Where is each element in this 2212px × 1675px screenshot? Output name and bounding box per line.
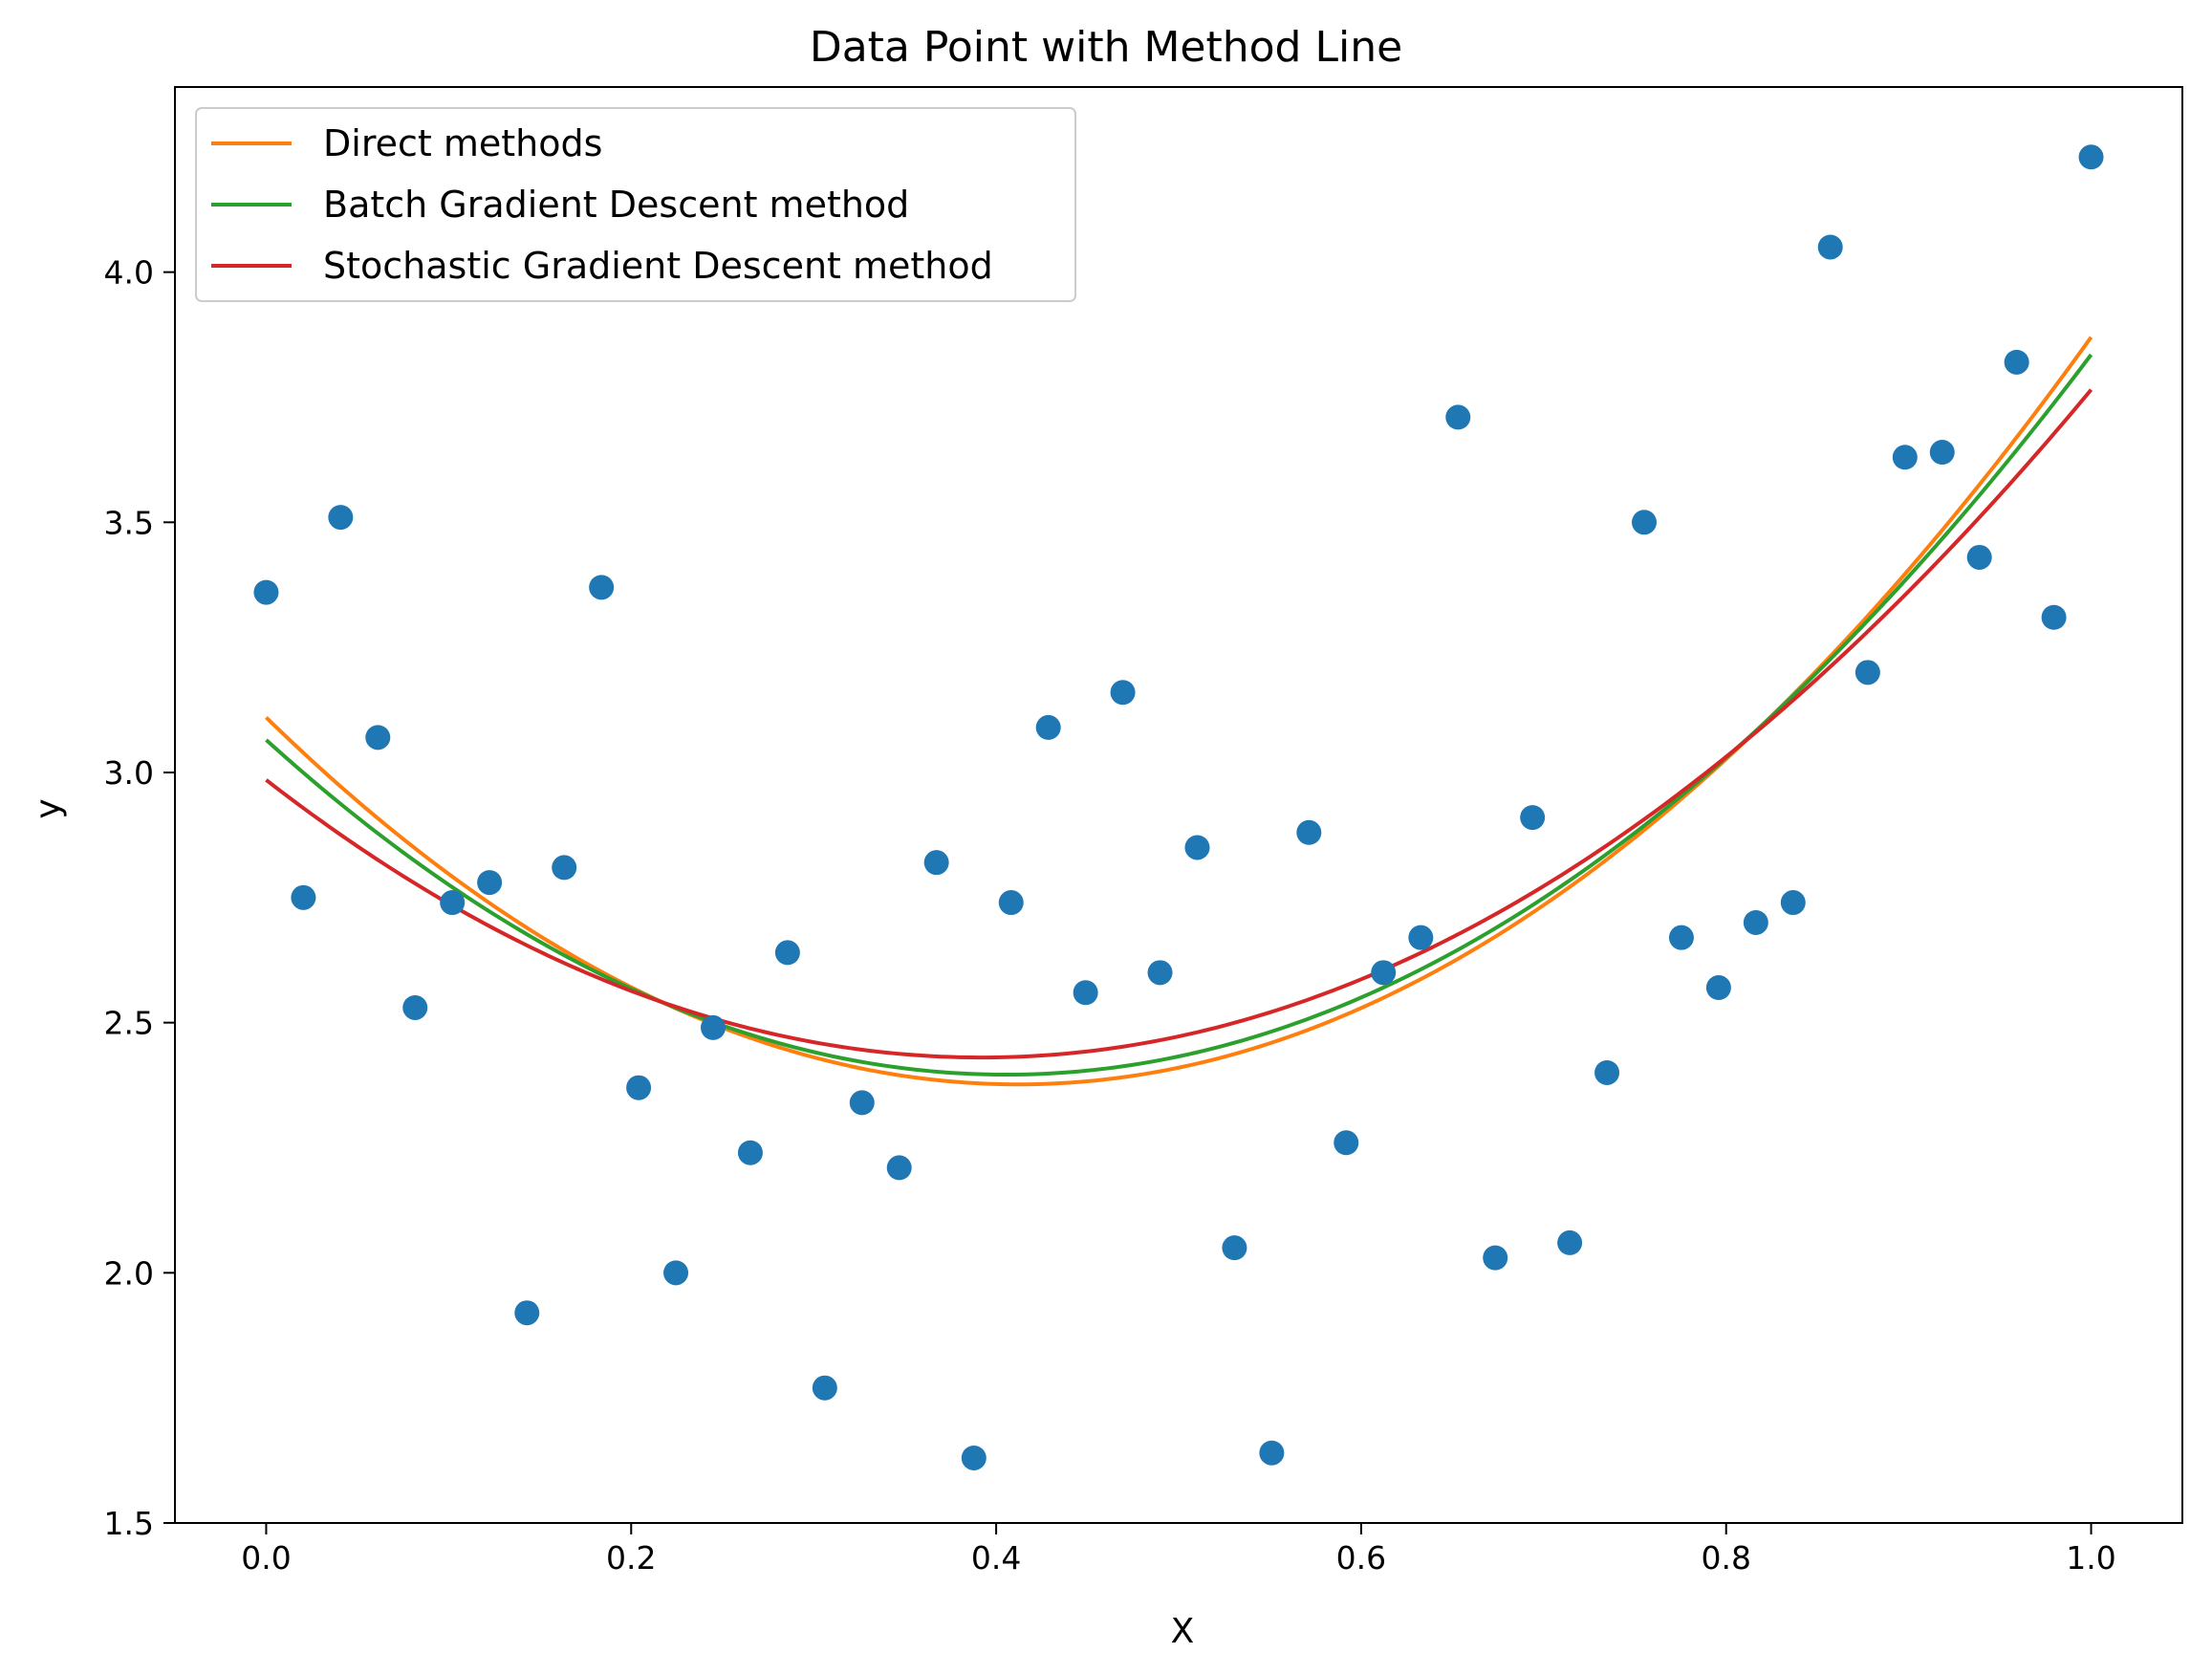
- data-point: [477, 870, 503, 896]
- y-tick-label: 4.0: [104, 254, 154, 292]
- data-point: [1483, 1245, 1508, 1271]
- data-point: [849, 1090, 875, 1116]
- data-point: [1780, 890, 1806, 916]
- data-point: [1408, 925, 1434, 950]
- data-point: [886, 1155, 912, 1181]
- x-tick-label: 0.4: [971, 1539, 1021, 1577]
- data-point: [1445, 404, 1471, 430]
- data-point: [1520, 805, 1546, 831]
- fit-lines: [265, 336, 2093, 1087]
- legend-label: Batch Gradient Descent method: [323, 184, 909, 226]
- data-point: [1557, 1229, 1583, 1255]
- data-point: [1929, 440, 1955, 466]
- data-point: [1334, 1130, 1359, 1156]
- data-point: [1259, 1440, 1285, 1466]
- x-tick-label: 0.0: [241, 1539, 291, 1577]
- data-point: [589, 575, 615, 600]
- x-tick-label: 0.8: [1701, 1539, 1750, 1577]
- data-point: [1222, 1235, 1247, 1261]
- data-point: [2004, 349, 2029, 375]
- data-point: [998, 890, 1024, 916]
- data-point: [774, 940, 800, 966]
- chart-title: Data Point with Method Line: [810, 23, 1402, 72]
- x-tick-label: 0.2: [606, 1539, 656, 1577]
- data-point: [402, 994, 428, 1020]
- data-point: [440, 890, 466, 916]
- data-point: [1147, 960, 1173, 986]
- data-point: [365, 725, 391, 750]
- data-point: [1854, 660, 1880, 685]
- data-point: [700, 1014, 726, 1040]
- y-tick-label: 3.5: [104, 504, 154, 541]
- data-point: [1594, 1059, 1620, 1085]
- data-point: [1632, 510, 1658, 535]
- data-point: [1892, 445, 1918, 470]
- data-point: [291, 884, 316, 910]
- y-tick-label: 1.5: [104, 1505, 154, 1542]
- data-point: [1743, 909, 1768, 935]
- data-point: [2041, 604, 2067, 630]
- data-point: [253, 579, 279, 605]
- data-point: [923, 850, 949, 876]
- data-point: [552, 855, 577, 881]
- data-point: [1035, 714, 1061, 740]
- data-point: [1110, 680, 1136, 706]
- legend-label: Direct methods: [323, 122, 602, 164]
- data-point: [1705, 975, 1731, 1001]
- data-point: [737, 1140, 763, 1165]
- data-point: [1371, 960, 1397, 986]
- y-axis: 1.5 2.0 2.5 3.0 3.5 4.0: [104, 254, 175, 1542]
- y-axis-label: y: [29, 798, 68, 818]
- data-point: [328, 505, 354, 531]
- data-point: [961, 1445, 987, 1470]
- x-tick-label: 0.6: [1336, 1539, 1386, 1577]
- series-line-3: [265, 388, 2093, 1060]
- data-point: [1184, 835, 1210, 860]
- y-tick-label: 3.0: [104, 754, 154, 792]
- data-point: [1966, 544, 1992, 570]
- data-point: [2078, 144, 2104, 170]
- plot-frame: [174, 86, 2183, 1524]
- x-axis: 0.0 0.2 0.4 0.6 0.8 1.0: [241, 1523, 2116, 1577]
- scatter-points: [253, 144, 2104, 1470]
- legend-box: [195, 107, 1076, 302]
- x-axis-label: X: [1171, 1612, 1195, 1651]
- y-tick-label: 2.0: [104, 1254, 154, 1292]
- data-point: [626, 1075, 652, 1100]
- x-tick-label: 1.0: [2066, 1539, 2115, 1577]
- data-point: [1073, 980, 1098, 1006]
- data-point: [1668, 925, 1694, 950]
- data-point: [514, 1300, 540, 1326]
- plot-area: 0.0 0.2 0.4 0.6 0.8 1.0 1.5 2.0 2.5 3.0 3.5 4.0: [104, 86, 2183, 1577]
- legend-label: Stochastic Gradient Descent method: [323, 245, 993, 287]
- series-line-2: [265, 353, 2093, 1077]
- data-point: [1817, 234, 1843, 260]
- legend: Direct methods Batch Gradient Descent met…: [195, 107, 1076, 302]
- y-tick-label: 2.5: [104, 1005, 154, 1042]
- data-point: [1296, 819, 1322, 845]
- data-point: [663, 1260, 689, 1286]
- data-point: [812, 1375, 837, 1401]
